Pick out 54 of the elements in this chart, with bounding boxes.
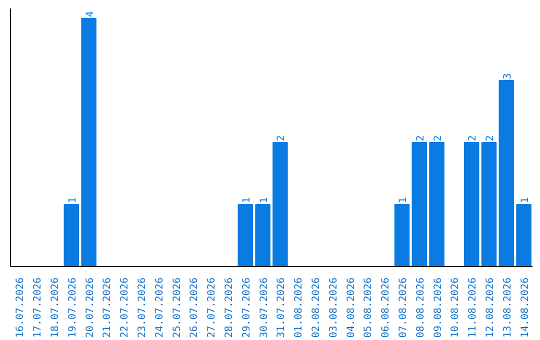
- data-label: 1: [258, 197, 270, 204]
- x-tick-label: 12.08.2026: [485, 277, 496, 338]
- bar: [516, 204, 532, 266]
- x-tick-label: 29.07.2026: [241, 277, 252, 338]
- x-tick-label: 19.07.2026: [67, 277, 78, 338]
- x-tick-label: 25.07.2026: [172, 277, 183, 338]
- x-tick-label: 30.07.2026: [258, 277, 270, 338]
- x-tick-label: 01.08.2026: [294, 277, 305, 338]
- bar: [255, 204, 270, 266]
- bar: [394, 204, 410, 266]
- x-tick-label: 26.07.2026: [189, 277, 200, 338]
- data-label: 3: [502, 73, 514, 80]
- x-tick-label: 13.08.2026: [502, 277, 514, 338]
- x-tick-label: 05.08.2026: [363, 277, 374, 338]
- x-tick-label: 16.07.2026: [15, 277, 26, 338]
- x-tick-label: 28.07.2026: [224, 277, 235, 338]
- data-label: 2: [276, 135, 288, 142]
- x-tick-label: 02.08.2026: [311, 277, 322, 338]
- x-tick-label: 31.07.2026: [276, 277, 288, 338]
- x-tick-label: 18.07.2026: [50, 277, 61, 338]
- bar: [464, 142, 480, 266]
- x-tick-label: 10.08.2026: [450, 277, 462, 338]
- x-tick-label: 22.07.2026: [120, 277, 131, 338]
- bar: [64, 204, 80, 266]
- bar: [412, 142, 428, 266]
- data-label: 2: [468, 135, 479, 142]
- x-tick-label: 06.08.2026: [380, 277, 392, 338]
- bar: [498, 80, 514, 266]
- x-tick-label: 24.07.2026: [154, 277, 166, 338]
- x-tick-label: 21.07.2026: [102, 277, 114, 338]
- x-tick-label: 08.08.2026: [415, 277, 426, 338]
- x-tick-label: 27.07.2026: [206, 277, 218, 338]
- x-tick-label: 14.08.2026: [520, 277, 531, 338]
- data-label: 1: [398, 197, 409, 204]
- x-tick-label: 11.08.2026: [468, 277, 479, 338]
- data-label: 1: [241, 197, 252, 204]
- bar: [272, 142, 288, 266]
- data-label: 1: [67, 197, 78, 204]
- x-tick-label: 20.07.2026: [84, 277, 96, 338]
- data-label: 2: [415, 135, 426, 142]
- data-label: 2: [485, 135, 496, 142]
- x-tick-label: 03.08.2026: [328, 277, 340, 338]
- bar: [238, 204, 254, 266]
- data-label: 2: [432, 135, 444, 142]
- bar: [429, 142, 444, 266]
- bar: [481, 142, 497, 266]
- x-tick-label: 09.08.2026: [432, 277, 444, 338]
- data-label: 4: [84, 11, 96, 18]
- data-label: 1: [520, 197, 531, 204]
- x-tick-label: 23.07.2026: [137, 277, 148, 338]
- x-tick-label: 17.07.2026: [32, 277, 44, 338]
- bar: [81, 18, 96, 266]
- x-tick-label: 04.08.2026: [346, 277, 357, 338]
- x-tick-label: 07.08.2026: [398, 277, 409, 338]
